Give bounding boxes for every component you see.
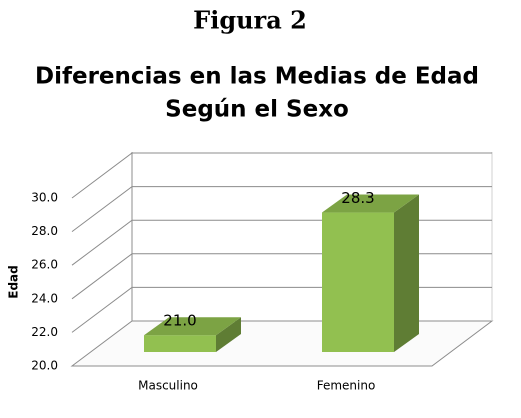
bar-top xyxy=(322,194,419,213)
x-tick-label: Femenino xyxy=(317,379,376,393)
bar-front xyxy=(322,212,394,352)
y-tick-label: 24.0 xyxy=(31,291,58,305)
y-axis-label: Edad xyxy=(7,265,21,298)
y-tick-label: 28.0 xyxy=(31,224,58,238)
value-label: 21.0 xyxy=(163,312,196,330)
floor xyxy=(70,320,494,367)
bar xyxy=(322,194,419,352)
x-tick-label: Masculino xyxy=(138,379,198,393)
chart-title: Según el Sexo xyxy=(165,97,349,123)
grid-line xyxy=(71,186,492,232)
bar-side xyxy=(216,317,241,352)
bar-top xyxy=(144,317,241,336)
y-tick-label: 20.0 xyxy=(31,359,58,373)
figure-caption: Figura 2 xyxy=(193,6,307,35)
grid-line xyxy=(71,219,492,266)
bar xyxy=(144,317,241,352)
chart-title: Diferencias en las Medias de Edad xyxy=(35,64,479,90)
y-tick-label: 30.0 xyxy=(31,191,58,205)
y-tick-label: 26.0 xyxy=(31,258,58,272)
value-label: 28.3 xyxy=(341,189,374,207)
bar-side xyxy=(394,194,419,352)
bar-front xyxy=(144,335,216,352)
y-tick-label: 22.0 xyxy=(31,325,58,339)
grid-line xyxy=(71,152,492,199)
grid-line xyxy=(71,253,492,300)
